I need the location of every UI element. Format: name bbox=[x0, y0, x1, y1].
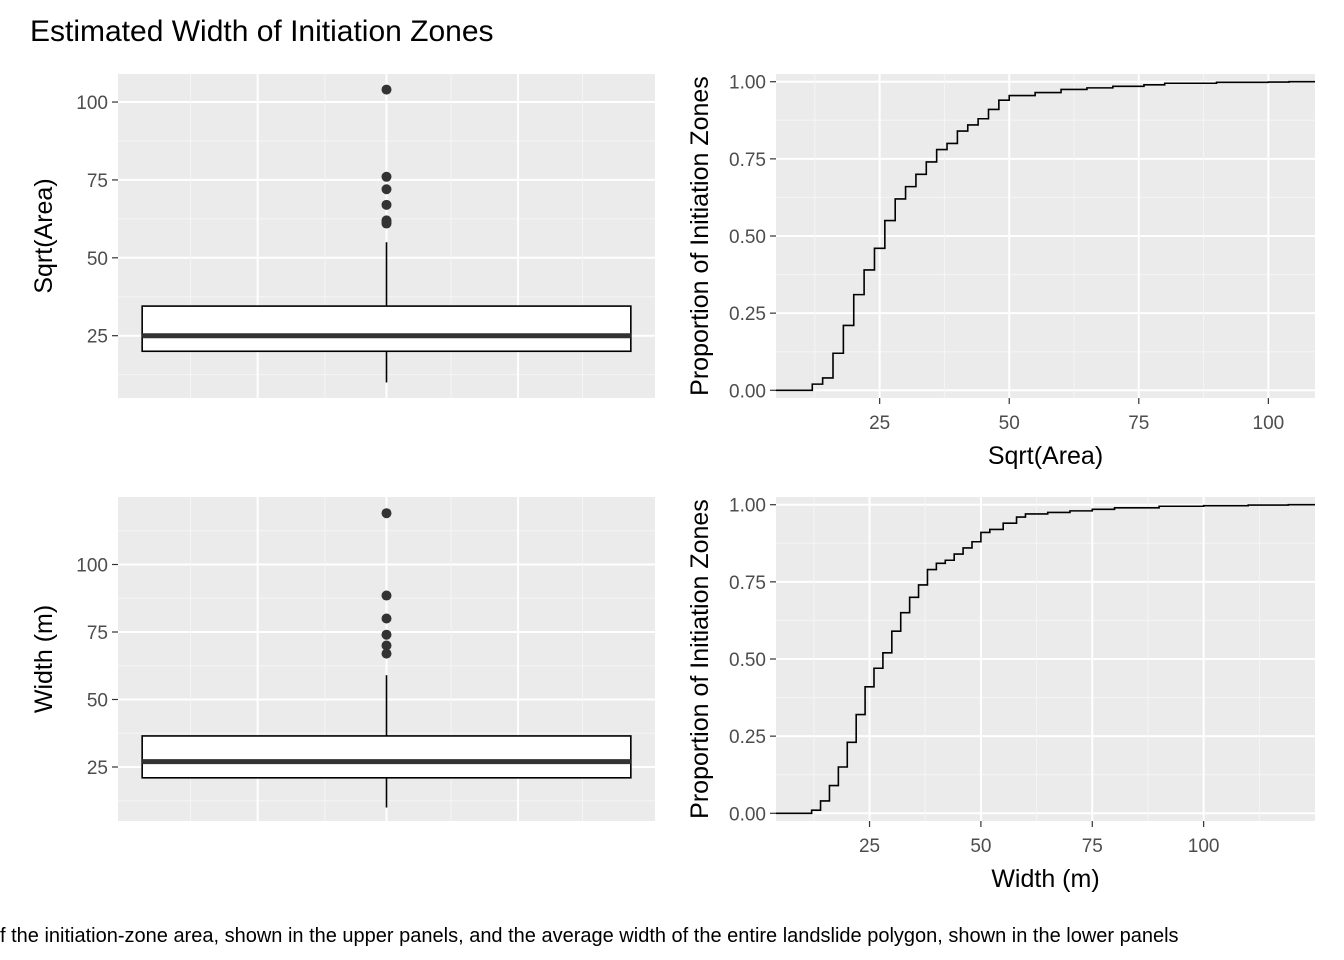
x-tick-label: 50 bbox=[999, 413, 1020, 434]
outlier-point bbox=[381, 84, 392, 95]
y-tick-label: 0.25 bbox=[729, 727, 766, 748]
figure-caption: f the initiation-zone area, shown in the… bbox=[0, 925, 1179, 947]
x-tick-label: 25 bbox=[859, 836, 880, 857]
panel-top-right: 0.00 0.25 0.50 0.75 1.00 Proportion of Initia… bbox=[686, 73, 1315, 470]
y-tick-label: 1.00 bbox=[729, 73, 766, 94]
x-axis-label: Sqrt(Area) bbox=[988, 442, 1103, 470]
outlier-point bbox=[381, 508, 392, 519]
x-tick-label: 75 bbox=[1128, 413, 1149, 434]
outlier-point bbox=[381, 171, 392, 182]
y-tick-label: 50 bbox=[87, 249, 108, 270]
y-tick-label: 0.50 bbox=[729, 650, 766, 671]
figure-title: Estimated Width of Initiation Zones bbox=[30, 15, 494, 48]
outlier-point bbox=[381, 590, 392, 601]
iqr-box bbox=[141, 305, 632, 353]
y-tick-label: 0.75 bbox=[729, 150, 766, 171]
y-axis-label: Sqrt(Area) bbox=[30, 178, 58, 293]
x-tick-label: 75 bbox=[1082, 836, 1103, 857]
y-tick-label: 25 bbox=[87, 327, 108, 348]
y-tick-label: 0.25 bbox=[729, 304, 766, 325]
outlier-point bbox=[381, 199, 392, 210]
outlier-point bbox=[381, 215, 392, 226]
x-tick-label: 50 bbox=[970, 836, 991, 857]
y-tick-label: 50 bbox=[87, 691, 108, 712]
y-tick-label: 0.75 bbox=[729, 573, 766, 594]
panel-bottom-right: 0.00 0.25 0.50 0.75 1.00 Proportion of Initia… bbox=[686, 496, 1315, 893]
iqr-box bbox=[141, 735, 632, 779]
y-axis-label: Width (m) bbox=[30, 605, 58, 713]
outlier-point bbox=[381, 648, 392, 659]
x-tick-label: 25 bbox=[869, 413, 890, 434]
y-tick-label: 100 bbox=[76, 93, 108, 114]
outlier-point bbox=[381, 613, 392, 624]
y-tick-label: 0.00 bbox=[729, 381, 766, 402]
y-tick-label: 25 bbox=[87, 758, 108, 779]
outlier-point bbox=[381, 640, 392, 651]
ecdf-line bbox=[776, 80, 1315, 392]
y-axis-label: Proportion of Initiation Zones bbox=[686, 76, 714, 396]
y-tick-label: 75 bbox=[87, 171, 108, 192]
y-tick-label: 1.00 bbox=[729, 496, 766, 517]
x-tick-label: 100 bbox=[1188, 836, 1220, 857]
outlier-point bbox=[381, 629, 392, 640]
y-tick-label: 100 bbox=[76, 556, 108, 577]
outlier-point bbox=[381, 184, 392, 195]
panel-top-left: 25 50 75 100 Sqrt(Area) bbox=[30, 74, 655, 398]
panel-bottom-left: 25 50 75 100 Width (m) bbox=[30, 497, 655, 821]
ecdf-line bbox=[776, 503, 1315, 815]
y-tick-label: 0.50 bbox=[729, 227, 766, 248]
y-tick-label: 75 bbox=[87, 623, 108, 644]
y-axis-label: Proportion of Initiation Zones bbox=[686, 499, 714, 819]
y-tick-label: 0.00 bbox=[729, 804, 766, 825]
panels: 25 50 75 100 Sqrt(Area) 0.00 0.25 0.50 0.75 1.00 P… bbox=[30, 73, 1315, 893]
x-axis-label: Width (m) bbox=[991, 865, 1099, 893]
x-tick-label: 100 bbox=[1253, 413, 1285, 434]
